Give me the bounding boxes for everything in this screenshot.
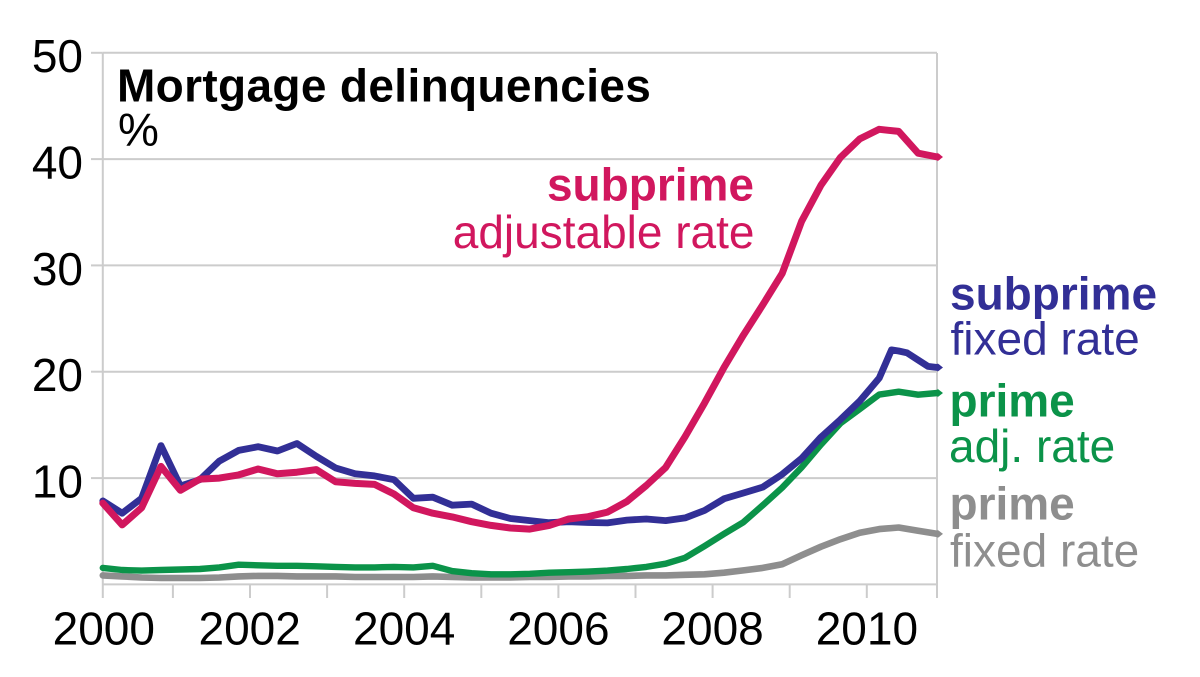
svg-text:20: 20 [32,349,83,401]
svg-text:50: 50 [32,30,83,82]
svg-text:subprime: subprime [950,267,1157,319]
svg-text:40: 40 [32,137,83,189]
svg-text:30: 30 [32,243,83,295]
svg-text:%: % [118,104,159,156]
svg-text:2010: 2010 [816,603,918,655]
svg-text:2000: 2000 [53,603,155,655]
svg-text:2004: 2004 [353,603,455,655]
svg-text:2002: 2002 [199,603,301,655]
svg-text:prime: prime [950,478,1075,530]
svg-text:10: 10 [32,456,83,508]
svg-text:adjustable rate: adjustable rate [453,206,755,258]
svg-text:fixed rate: fixed rate [951,312,1140,364]
svg-text:fixed rate: fixed rate [950,524,1139,576]
svg-text:subprime: subprime [547,159,754,211]
svg-text:adj. rate: adj. rate [949,420,1115,472]
svg-text:2006: 2006 [507,603,609,655]
svg-text:Mortgage delinquencies: Mortgage delinquencies [117,60,651,112]
svg-text:prime: prime [950,374,1075,426]
svg-text:2008: 2008 [661,603,763,655]
